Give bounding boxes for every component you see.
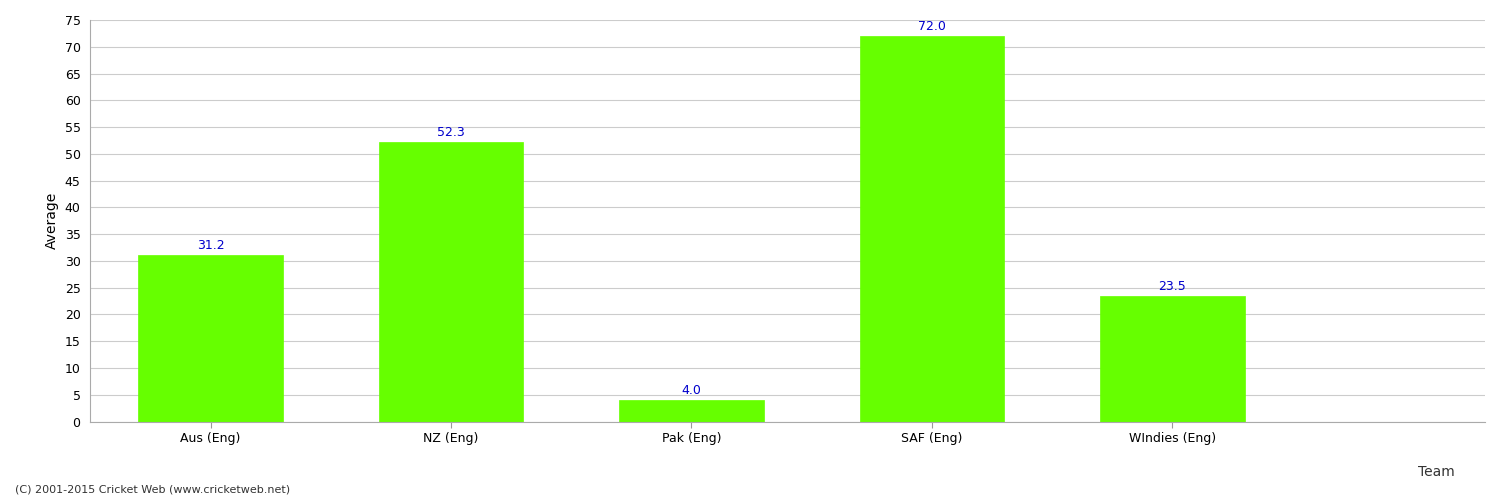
Bar xyxy=(620,400,764,421)
Bar xyxy=(138,254,282,422)
Text: (C) 2001-2015 Cricket Web (www.cricketweb.net): (C) 2001-2015 Cricket Web (www.cricketwe… xyxy=(15,485,290,495)
Bar xyxy=(1100,296,1245,422)
Text: 31.2: 31.2 xyxy=(196,239,225,252)
Text: 52.3: 52.3 xyxy=(436,126,465,139)
Y-axis label: Average: Average xyxy=(45,192,58,250)
Text: 4.0: 4.0 xyxy=(681,384,702,398)
Text: 23.5: 23.5 xyxy=(1158,280,1186,293)
Bar xyxy=(380,142,524,422)
Bar xyxy=(859,36,1004,422)
Text: 72.0: 72.0 xyxy=(918,20,946,34)
Text: Team: Team xyxy=(1419,465,1455,479)
